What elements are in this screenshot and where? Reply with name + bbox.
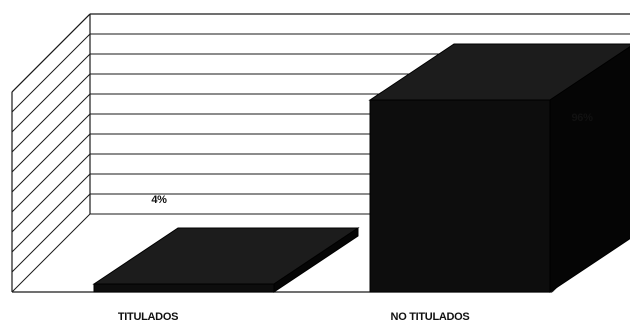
gridline-left bbox=[11, 93, 91, 173]
bar-front-0 bbox=[93, 283, 275, 293]
bar-front-1 bbox=[369, 99, 551, 293]
bar-side-1 bbox=[549, 46, 630, 293]
bar-top-1 bbox=[368, 43, 630, 101]
gridline-left bbox=[11, 153, 91, 233]
data-label-no-titulados: 96% bbox=[571, 112, 593, 124]
gridline-left bbox=[11, 33, 91, 113]
bar-side-0 bbox=[273, 227, 359, 293]
chart-labels: 4% 96% TITULADOS NO TITULADOS bbox=[118, 112, 593, 323]
gridline-left bbox=[11, 13, 91, 93]
chart-bars bbox=[92, 43, 630, 293]
gridline-left bbox=[11, 53, 91, 133]
data-label-titulados: 4% bbox=[151, 194, 167, 206]
gridline-left bbox=[11, 193, 91, 273]
category-label-no-titulados: NO TITULADOS bbox=[391, 311, 470, 323]
gridline-left bbox=[11, 213, 91, 293]
category-label-titulados: TITULADOS bbox=[118, 311, 178, 323]
gridline-left bbox=[11, 173, 91, 253]
gridline-left bbox=[11, 73, 91, 153]
gridline-left bbox=[11, 113, 91, 193]
gridline-left bbox=[11, 133, 91, 213]
